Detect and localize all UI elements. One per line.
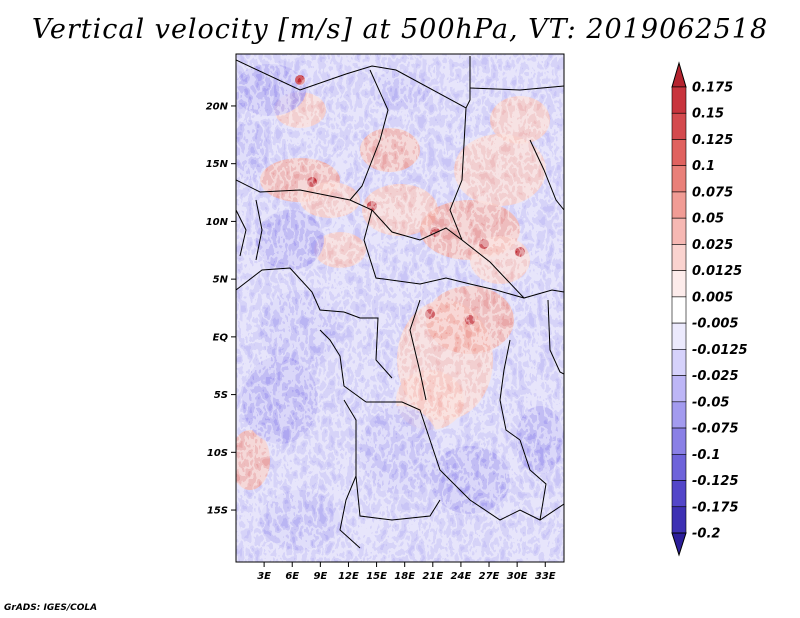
lon-tick-label: 9E	[313, 571, 327, 582]
colorbar-swatch	[671, 480, 687, 508]
lat-tick-label: 10N	[206, 217, 229, 228]
lon-tick-label: 12E	[338, 571, 359, 582]
colorbar-swatch	[671, 375, 687, 403]
velocity-field	[236, 54, 564, 562]
colorbar-swatch	[671, 453, 687, 481]
lon-tick-label: 21E	[422, 571, 443, 582]
latitude-axis: 20N 15N 10N 5N EQ 5S 10S 15S	[206, 101, 236, 517]
colorbar-label: -0.1	[692, 448, 720, 463]
colorbar-swatch	[671, 191, 687, 219]
longitude-axis: 3E 6E 9E 12E 15E 18E 21E 24E 27E 30E 33E	[257, 562, 556, 582]
colorbar-max-arrow	[671, 61, 687, 88]
lon-tick-label: 33E	[535, 571, 556, 582]
colorbar-label: -0.025	[692, 369, 739, 384]
lat-tick-label: EQ	[213, 332, 229, 343]
lat-tick-label: 15S	[207, 506, 228, 517]
lat-tick-label: 20N	[206, 101, 229, 112]
lon-tick-label: 6E	[285, 571, 299, 582]
colorbar-label: -0.05	[692, 395, 729, 410]
lon-tick-label: 15E	[366, 571, 387, 582]
colorbar-swatch	[671, 86, 687, 114]
country-borders	[236, 56, 564, 549]
colorbar-label: 0.175	[692, 81, 733, 96]
lon-tick-label: 3E	[257, 571, 271, 582]
colorbar-swatch	[671, 139, 687, 167]
map-title: Vertical velocity [m/s] at 500hPa, VT: 2…	[31, 14, 769, 45]
lat-tick-label: 5S	[214, 390, 228, 401]
colorbar-min-arrow	[671, 532, 687, 557]
colorbar-swatch	[671, 401, 687, 429]
colorbar-label: 0.05	[692, 212, 724, 227]
colorbar-swatch	[671, 270, 687, 298]
colorbar-swatch	[671, 165, 687, 193]
colorbar-label: 0.1	[692, 159, 715, 174]
colorbar-label: -0.2	[692, 527, 720, 542]
lat-tick-label: 15N	[206, 159, 229, 170]
colorbar-swatch	[671, 506, 687, 534]
colorbar-label: -0.125	[692, 474, 739, 489]
colorbar-label: 0.125	[692, 133, 733, 148]
colorbar-label: 0.075	[692, 185, 733, 200]
colorbar-swatch	[671, 244, 687, 271]
colorbar-label: -0.005	[692, 317, 739, 332]
map-frame	[235, 53, 565, 563]
colorbar-swatch	[671, 322, 687, 350]
colorbar-swatch	[671, 296, 687, 324]
colorbar-label: 0.15	[692, 107, 724, 122]
colorbar-label: -0.075	[692, 422, 739, 437]
colorbar-label: 0.0125	[692, 264, 742, 279]
colorbar-swatch	[671, 349, 687, 376]
lon-tick-label: 30E	[507, 571, 528, 582]
colorbar-label: 0.025	[692, 238, 733, 253]
colorbar-swatch	[671, 112, 687, 140]
lat-tick-label: 10S	[207, 448, 228, 459]
colorbar-swatch	[671, 427, 687, 455]
lat-tick-label: 5N	[213, 275, 229, 286]
colorbar-swatch	[671, 217, 687, 245]
lon-tick-label: 18E	[394, 571, 415, 582]
lon-tick-label: 24E	[451, 571, 472, 582]
lon-tick-label: 27E	[479, 571, 500, 582]
grads-credit: GrADS: IGES/COLA	[4, 603, 98, 613]
colorbar: 0.175 0.15 0.125 0.1 0.075 0.05 0.025 0.0125 0.0…	[671, 61, 748, 557]
colorbar-label: -0.0125	[692, 343, 748, 358]
colorbar-label: -0.175	[692, 500, 739, 515]
colorbar-label: 0.005	[692, 290, 733, 305]
